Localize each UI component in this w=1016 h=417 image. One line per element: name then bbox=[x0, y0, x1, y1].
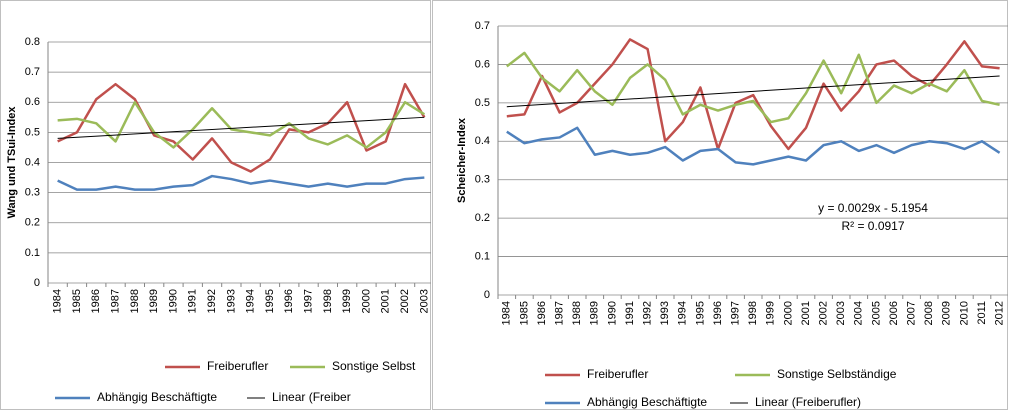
x-tick-label: 2002 bbox=[818, 301, 830, 325]
legend-label: Linear (Freiber bbox=[272, 390, 351, 404]
trendline bbox=[506, 75, 1000, 108]
x-tick-label: 2006 bbox=[888, 301, 900, 325]
x-tick-label: 2009 bbox=[941, 301, 953, 325]
x-tick-label: 2003 bbox=[418, 289, 430, 313]
x-tick-label: 1987 bbox=[554, 301, 566, 325]
x-tick-label: 2005 bbox=[870, 301, 882, 325]
y-tick-label: 0.5 bbox=[475, 97, 490, 109]
x-tick-label: 1988 bbox=[571, 301, 583, 325]
y-tick-label: 0 bbox=[484, 289, 490, 301]
y-tick-label: 0 bbox=[34, 277, 40, 289]
x-tick-label: 1995 bbox=[694, 301, 706, 325]
x-tick-label: 1992 bbox=[206, 289, 218, 313]
y-tick-label: 0.4 bbox=[475, 135, 490, 147]
legend-label: Sonstige Selbst bbox=[332, 359, 416, 373]
y-tick-label: 0.3 bbox=[25, 187, 40, 199]
y-axis-label: Wang und TSui-Index bbox=[6, 106, 18, 219]
y-tick-label: 0.8 bbox=[25, 36, 40, 48]
trendline bbox=[57, 116, 425, 139]
right-panel bbox=[432, 0, 1008, 410]
annotation: y = 0.0029x - 5.1954 bbox=[818, 201, 928, 215]
x-tick-label: 1991 bbox=[187, 289, 199, 313]
x-tick-label: 1994 bbox=[677, 301, 689, 325]
y-tick-label: 0.3 bbox=[475, 174, 490, 186]
right-chart: 0 0.1 0.2 0.3 0.4 0.5 0.6 0.7 1984 1985 1986 1987 19… bbox=[456, 20, 1008, 409]
x-tick-label: 2011 bbox=[976, 301, 988, 325]
x-tick-label: 1992 bbox=[642, 301, 654, 325]
x-tick-label: 1996 bbox=[712, 301, 724, 325]
x-tick-label: 1989 bbox=[589, 301, 601, 325]
x-tick-label: 1996 bbox=[283, 289, 295, 313]
y-tick-label: 0.7 bbox=[475, 20, 490, 32]
x-tick-label: 2003 bbox=[835, 301, 847, 325]
x-tick-label: 1986 bbox=[536, 301, 548, 325]
x-tick-label: 1984 bbox=[501, 301, 513, 325]
y-tick-label: 0.2 bbox=[475, 212, 490, 224]
x-tick-label: 2008 bbox=[923, 301, 935, 325]
x-tick-label: 1985 bbox=[518, 301, 530, 325]
legend-label: Abhängig Beschäftigte bbox=[587, 395, 707, 409]
left-panel bbox=[0, 0, 431, 410]
x-tick-label: 1998 bbox=[747, 301, 759, 325]
x-tick-label: 2001 bbox=[800, 301, 812, 325]
x-tick-label: 1989 bbox=[148, 289, 160, 313]
series-line bbox=[506, 38, 1000, 151]
series-line bbox=[506, 51, 1000, 124]
y-tick-label: 0.1 bbox=[25, 247, 40, 259]
x-tick-label: 1999 bbox=[765, 301, 777, 325]
x-tick-label: 1993 bbox=[659, 301, 671, 325]
x-tick-label: 2002 bbox=[399, 289, 411, 313]
x-tick-label: 1986 bbox=[90, 289, 102, 313]
x-tick-label: 2004 bbox=[853, 301, 865, 325]
x-tick-label: 1993 bbox=[225, 289, 237, 313]
x-tick-label: 1990 bbox=[167, 289, 179, 313]
x-tick-label: 1988 bbox=[129, 289, 141, 313]
legend-label: Abhängig Beschäftigte bbox=[97, 390, 217, 404]
series-line bbox=[506, 126, 1001, 166]
x-tick-label: 1990 bbox=[606, 301, 618, 325]
x-tick-label: 1995 bbox=[264, 289, 276, 313]
y-tick-label: 0.6 bbox=[475, 58, 490, 70]
x-tick-label: 1994 bbox=[245, 289, 257, 313]
y-tick-label: 0.1 bbox=[475, 250, 490, 262]
legend-label: Freiberufler bbox=[587, 367, 648, 381]
legend-label: Sonstige Selbständige bbox=[777, 367, 897, 381]
annotation: R² = 0.0917 bbox=[841, 219, 904, 233]
legend-label: Freiberufler bbox=[207, 359, 268, 373]
x-tick-label: 1985 bbox=[71, 289, 83, 313]
x-tick-label: 2001 bbox=[380, 289, 392, 313]
x-tick-label: 2012 bbox=[994, 301, 1006, 325]
x-tick-label: 1997 bbox=[302, 289, 314, 313]
x-tick-label: 1997 bbox=[730, 301, 742, 325]
y-tick-label: 0.5 bbox=[25, 126, 40, 138]
y-tick-label: 0.6 bbox=[25, 96, 40, 108]
left-chart: 0 0.1 0.2 0.3 0.4 0.5 0.6 0.7 0.8 1984 1985 1986 198… bbox=[6, 36, 431, 404]
x-tick-label: 1987 bbox=[109, 289, 121, 313]
series-line bbox=[57, 82, 426, 173]
x-tick-label: 2010 bbox=[958, 301, 970, 325]
x-tick-label: 2000 bbox=[360, 289, 372, 313]
x-tick-label: 1998 bbox=[322, 289, 334, 313]
y-axis-label: Scheicher-Index bbox=[456, 117, 468, 203]
x-tick-label: 2007 bbox=[906, 301, 918, 325]
legend-label: Linear (Freiberufler) bbox=[755, 395, 861, 409]
x-tick-label: 1999 bbox=[341, 289, 353, 313]
y-tick-label: 0.7 bbox=[25, 66, 40, 78]
x-tick-label: 2000 bbox=[782, 301, 794, 325]
y-tick-label: 0.2 bbox=[25, 217, 40, 229]
series-line bbox=[57, 174, 425, 191]
y-tick-label: 0.4 bbox=[25, 156, 40, 168]
x-tick-label: 1984 bbox=[52, 289, 64, 313]
x-tick-label: 1991 bbox=[624, 301, 636, 325]
